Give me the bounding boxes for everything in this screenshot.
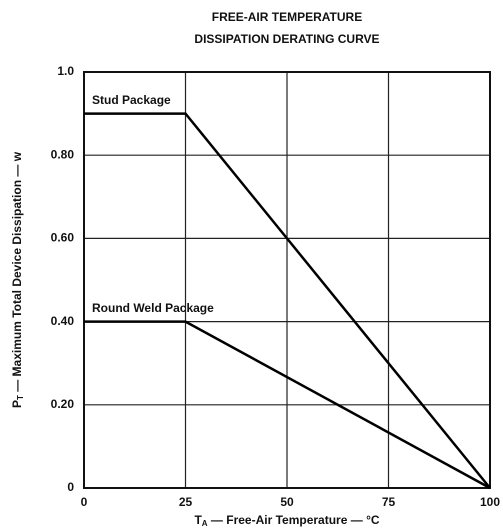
x-tick-label: 0 (81, 495, 88, 509)
chart-title: DISSIPATION DERATING CURVE (194, 32, 379, 46)
x-axis-label: TA — Free-Air Temperature — °C (194, 513, 379, 528)
y-tick-label: 1.0 (57, 64, 74, 78)
x-label-subscript: A (202, 519, 208, 528)
y-label-symbol: P (10, 400, 24, 408)
y-label-text: — Maximum Total Device Dissipation — w (10, 151, 24, 395)
y-tick-label: 0.20 (51, 397, 75, 411)
x-tick-label: 100 (480, 495, 500, 509)
y-label-subscript: T (16, 395, 25, 400)
y-tick-label: 0 (67, 480, 74, 494)
x-tick-label: 75 (382, 495, 396, 509)
series-line (84, 320, 491, 490)
series-label: Stud Package (92, 93, 171, 107)
series-label: Round Weld Package (92, 301, 214, 315)
x-label-symbol: T (194, 513, 202, 527)
x-tick-label: 25 (179, 495, 193, 509)
y-tick-label: 0.40 (51, 314, 75, 328)
x-tick-label: 50 (280, 495, 294, 509)
plot-frame (83, 71, 491, 489)
x-label-text: — Free-Air Temperature — °C (208, 513, 380, 527)
y-tick-label: 0.60 (51, 231, 75, 245)
chart-title: FREE-AIR TEMPERATURE (212, 10, 362, 24)
y-axis-label: PT — Maximum Total Device Dissipation — … (10, 151, 25, 408)
y-tick-label: 0.80 (51, 147, 75, 161)
series-line (84, 112, 491, 489)
